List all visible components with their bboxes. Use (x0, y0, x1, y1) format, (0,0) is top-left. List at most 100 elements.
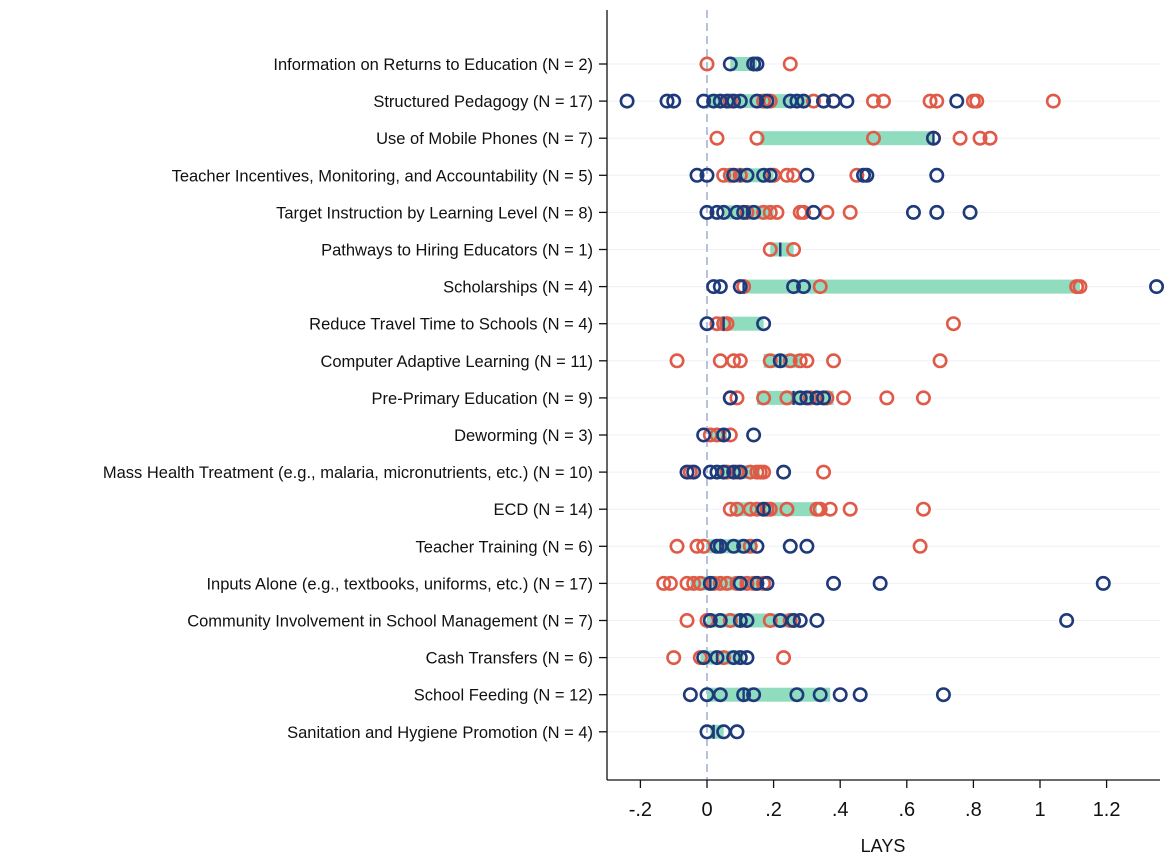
x-tick-label: .8 (965, 799, 982, 821)
red-point (762, 242, 778, 258)
blue-point (696, 93, 712, 109)
blue-point (699, 204, 715, 220)
red-point (875, 93, 891, 109)
blue-point (1059, 612, 1075, 628)
blue-point (792, 612, 808, 628)
blue-point (759, 575, 775, 591)
category-label: Use of Mobile Phones (N = 7) (376, 130, 593, 148)
blue-point (929, 167, 945, 183)
red-point (699, 56, 715, 72)
red-point (739, 575, 755, 591)
red-point (945, 316, 961, 332)
red-point (786, 242, 802, 258)
median-markers (709, 57, 935, 739)
red-point (776, 650, 792, 666)
red-point (719, 316, 735, 332)
category-label: Pre-Primary Education (N = 9) (372, 390, 593, 408)
blue-point (859, 167, 875, 183)
blue-point (929, 204, 945, 220)
blue-point (799, 390, 815, 406)
category-label: Target Instruction by Learning Level (N … (276, 204, 593, 222)
category-label: Cash Transfers (N = 6) (426, 650, 593, 668)
x-tick-label: 0 (701, 799, 712, 821)
blue-point (712, 687, 728, 703)
category-label: Community Involvement in School Manageme… (187, 613, 593, 631)
red-point (666, 650, 682, 666)
blue-point (659, 93, 675, 109)
red-point (756, 390, 772, 406)
blue-point (729, 724, 745, 740)
category-label: Teacher Training (N = 6) (416, 538, 593, 556)
blue-point (786, 612, 802, 628)
blue-point (789, 93, 805, 109)
blue-point (799, 167, 815, 183)
category-label: Reduce Travel Time to Schools (N = 4) (309, 316, 593, 334)
blue-point (706, 279, 722, 295)
blue-point (666, 93, 682, 109)
red-point (686, 575, 702, 591)
category-label: School Feeding (N = 12) (414, 687, 593, 705)
blue-point (689, 167, 705, 183)
red-point (749, 130, 765, 146)
x-tick-label: .6 (898, 799, 915, 821)
red-point (782, 56, 798, 72)
red-point (716, 167, 732, 183)
category-label: Information on Returns to Education (N =… (273, 56, 593, 74)
blue-point (722, 390, 738, 406)
red-point (912, 538, 928, 554)
blue-point (722, 56, 738, 72)
red-point (796, 204, 812, 220)
red-point (932, 353, 948, 369)
red-point (782, 353, 798, 369)
blue-point (699, 167, 715, 183)
x-tick-label: 1 (1034, 799, 1045, 821)
iqr-band (760, 131, 934, 146)
blue-point (852, 687, 868, 703)
blue-point (709, 464, 725, 480)
blue-point (949, 93, 965, 109)
red-point (812, 279, 828, 295)
blue-point (1095, 575, 1111, 591)
blue-point (782, 538, 798, 554)
red-point (756, 464, 772, 480)
blue-point (749, 93, 765, 109)
red-point (689, 538, 705, 554)
blue-point (799, 538, 815, 554)
blue-point (709, 204, 725, 220)
blue-point (806, 204, 822, 220)
blue-point (726, 93, 742, 109)
blue-point (756, 167, 772, 183)
iqr-band (730, 57, 757, 71)
iqr-band (763, 353, 801, 368)
blue-point (905, 204, 921, 220)
blue-point (686, 464, 702, 480)
blue-point (786, 279, 802, 295)
blue-point (809, 390, 825, 406)
blue-point (872, 575, 888, 591)
red-point (842, 204, 858, 220)
blue-point (746, 427, 762, 443)
category-label: Deworming (N = 3) (454, 427, 593, 445)
category-label: Pathways to Hiring Educators (N = 1) (321, 242, 593, 260)
x-axis-title: LAYS (861, 836, 906, 856)
blue-point (732, 279, 748, 295)
x-tick-label: -.2 (629, 799, 652, 821)
blue-point (776, 464, 792, 480)
category-label: Mass Health Treatment (e.g., malaria, mi… (103, 464, 593, 482)
iqr-band (743, 279, 1080, 294)
blue-point (816, 93, 832, 109)
red-point (662, 575, 678, 591)
blue-point (749, 575, 765, 591)
category-label: Sanitation and Hygiene Promotion (N = 4) (287, 724, 593, 742)
red-point (679, 612, 695, 628)
category-labels: Information on Returns to Education (N =… (103, 56, 593, 742)
category-label: Scholarships (N = 4) (443, 279, 593, 297)
blue-point (816, 390, 832, 406)
red-point (722, 501, 738, 517)
category-label: Structured Pedagogy (N = 17) (373, 93, 593, 111)
red-point (669, 538, 685, 554)
red-point (799, 353, 815, 369)
blue-point (935, 687, 951, 703)
blue-point (826, 575, 842, 591)
blue-point (679, 464, 695, 480)
